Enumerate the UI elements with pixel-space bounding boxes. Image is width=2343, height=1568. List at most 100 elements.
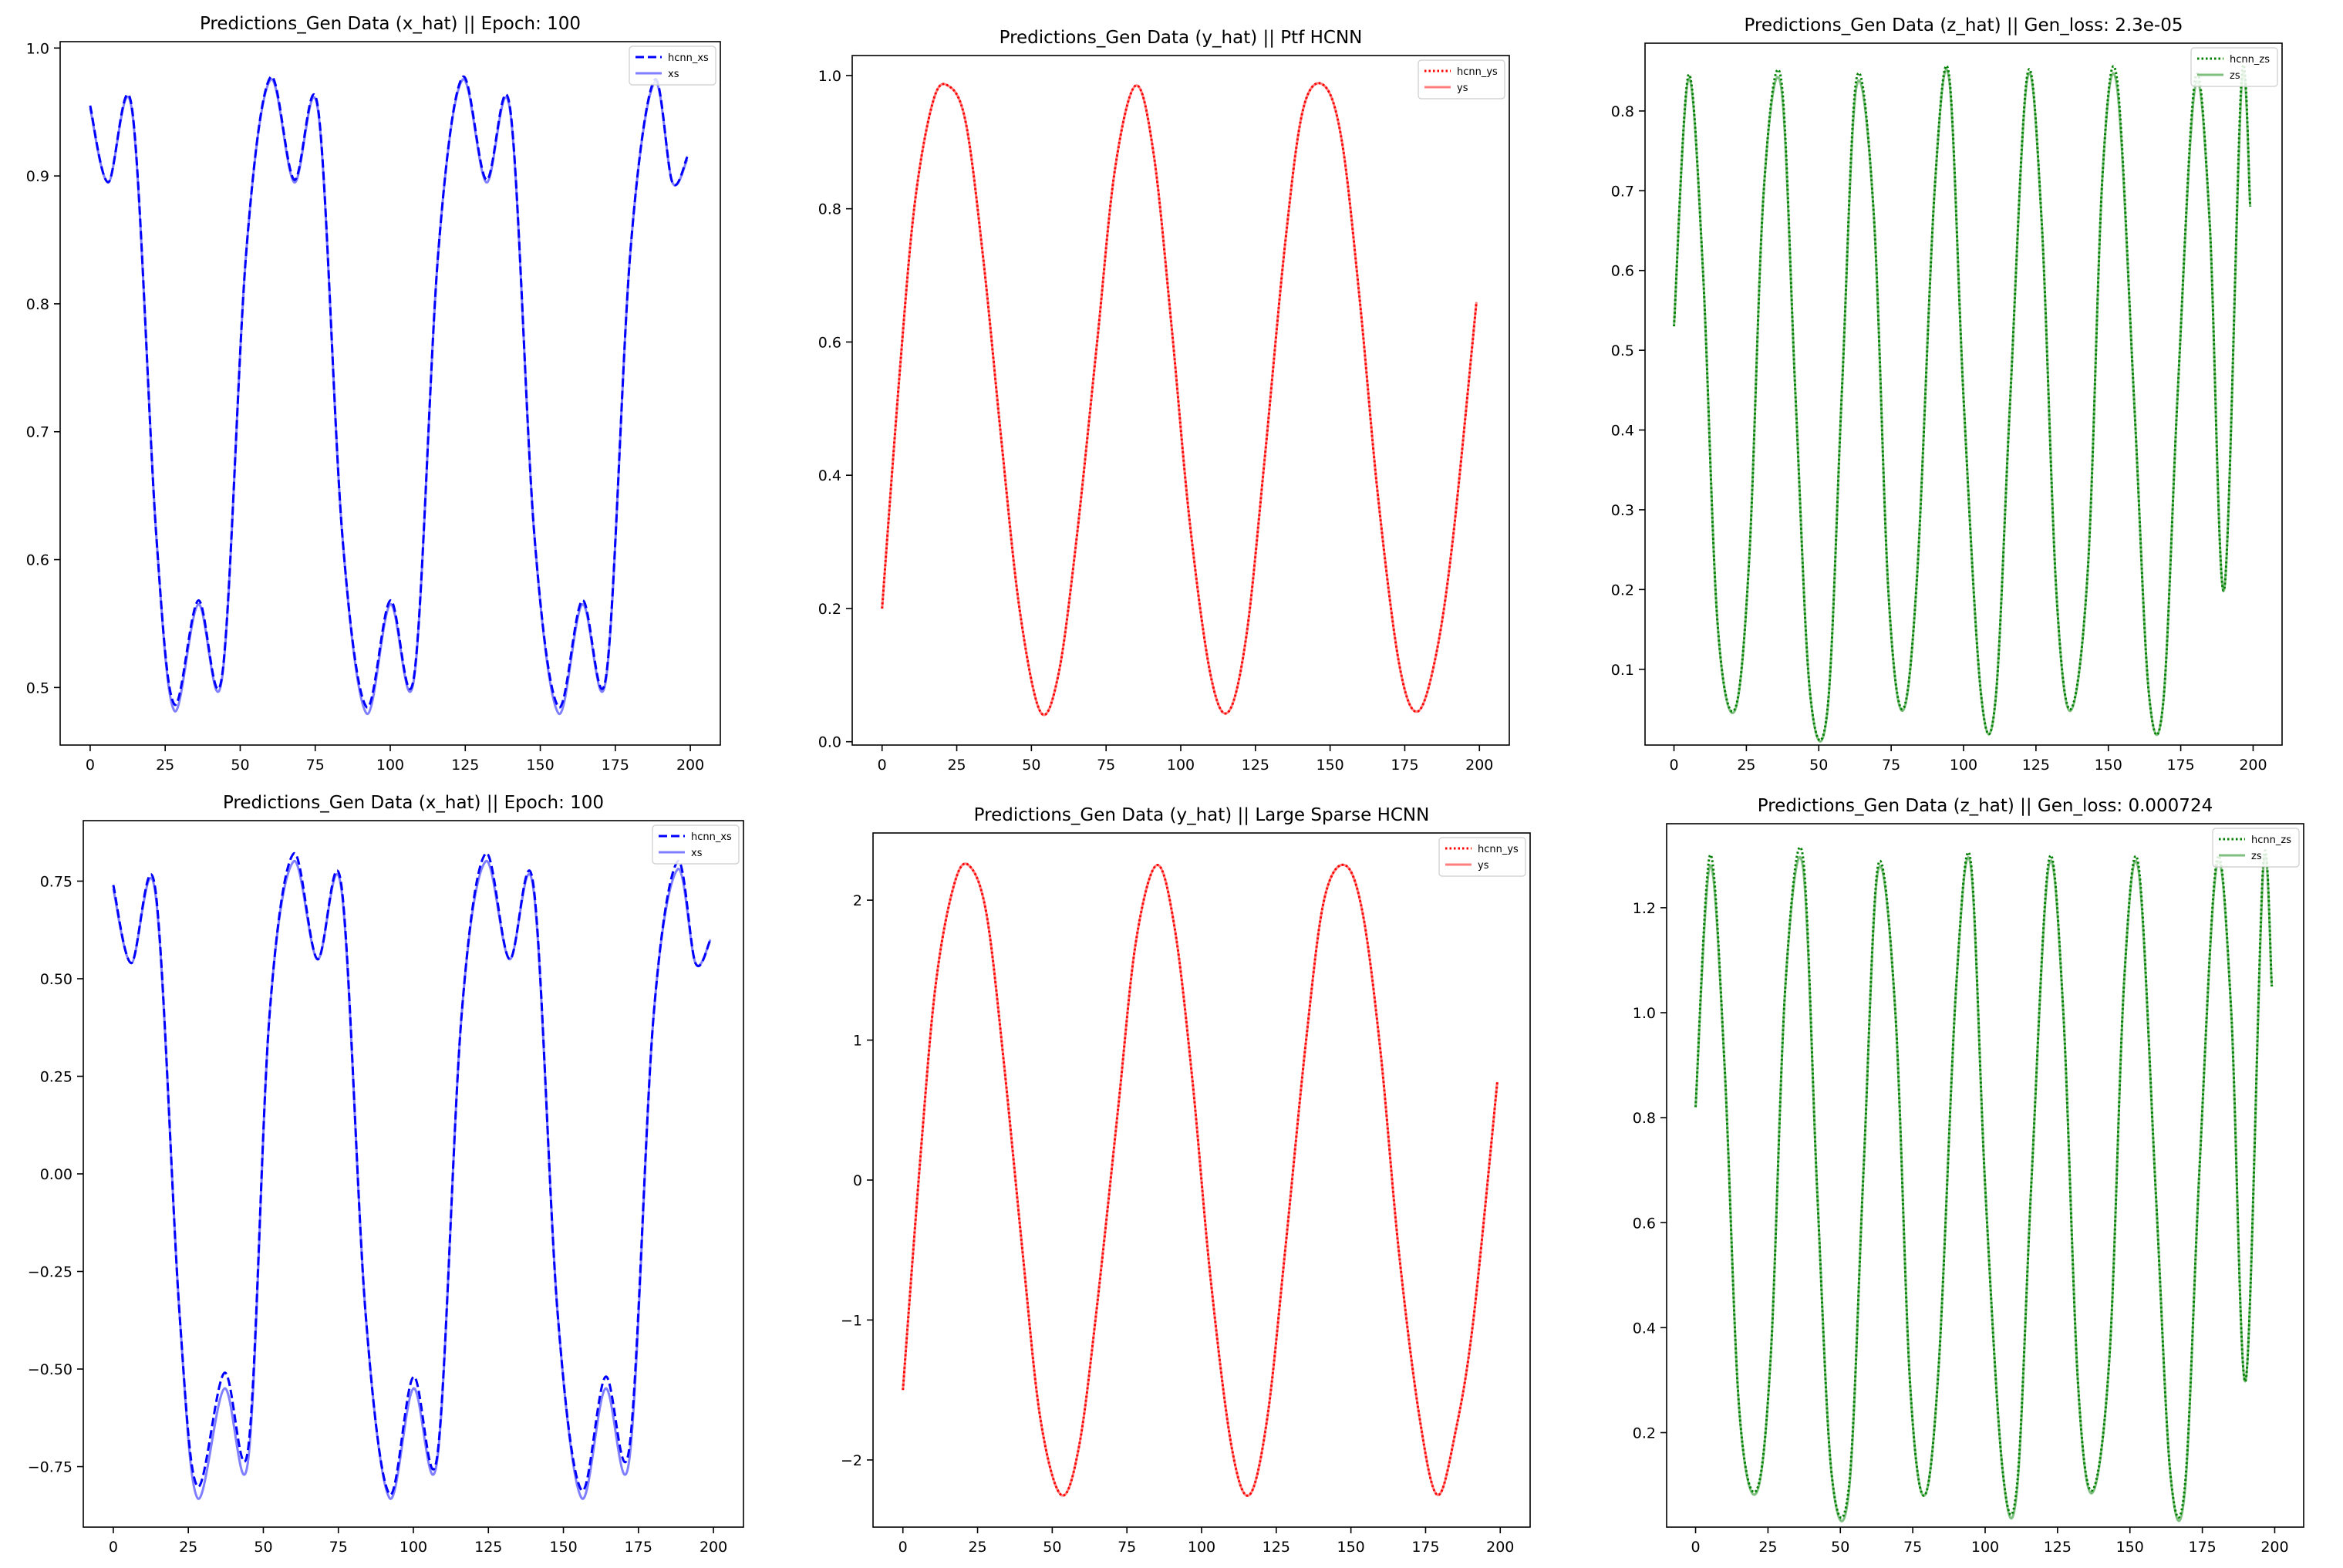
series-line-ys	[881, 82, 1478, 717]
subplot-title: Predictions_Gen Data (z_hat) || Gen_loss…	[1745, 15, 2183, 35]
y-tick-label: 0.4	[1611, 423, 1634, 440]
y-tick-label: 0.50	[40, 971, 72, 988]
y-tick-label: 0.2	[818, 601, 841, 618]
x-tick-label: 50	[1809, 757, 1828, 774]
x-tick-label: 75	[1903, 1539, 1922, 1556]
subplot-4: Predictions_Gen Data (x_hat) || Epoch: 1…	[28, 793, 744, 1556]
legend-frame	[1418, 59, 1505, 99]
x-tick-label: 200	[2260, 1539, 2288, 1556]
legend-frame	[2212, 828, 2300, 868]
y-tick-label: 0.2	[1611, 582, 1634, 599]
legend-label: zs	[2251, 851, 2262, 862]
series-line-xs	[89, 78, 689, 715]
y-tick-label: 0.6	[1633, 1215, 1656, 1232]
x-tick-label: 0	[898, 1539, 908, 1556]
x-tick-label: 50	[1022, 757, 1040, 774]
legend-label: hcnn_zs	[2230, 54, 2270, 66]
y-tick-label: 0.00	[40, 1166, 72, 1183]
subplot-5: Predictions_Gen Data (y_hat) || Large Sp…	[841, 805, 1531, 1556]
y-tick-label: 0.75	[40, 873, 72, 890]
legend-label: ys	[1457, 83, 1468, 94]
x-tick-label: 150	[2095, 757, 2122, 774]
subplot-1: Predictions_Gen Data (x_hat) || Epoch: 1…	[26, 14, 721, 774]
y-tick-label: 0.3	[1611, 502, 1634, 519]
y-tick-label: 0.1	[1611, 662, 1634, 679]
y-tick-label: 2	[853, 892, 862, 909]
y-tick-label: 0.8	[1611, 103, 1634, 120]
x-tick-label: 125	[1242, 757, 1269, 774]
y-tick-label: −0.50	[28, 1361, 72, 1378]
y-tick-label: 0	[853, 1172, 862, 1189]
axes-frame	[872, 832, 1531, 1528]
x-tick-label: 175	[2188, 1539, 2216, 1556]
x-tick-label: 0	[86, 757, 95, 774]
x-tick-label: 175	[625, 1539, 652, 1556]
y-tick-label: 1.0	[1633, 1005, 1656, 1022]
y-tick-label: 0.4	[1633, 1320, 1656, 1337]
y-tick-label: 1.0	[818, 68, 841, 85]
series-line-zs	[1673, 68, 2252, 743]
x-tick-label: 175	[602, 757, 629, 774]
axes-frame	[59, 41, 721, 746]
y-tick-label: 0.25	[40, 1068, 72, 1085]
subplot-2: Predictions_Gen Data (y_hat) || Ptf HCNN…	[818, 28, 1510, 774]
legend-label: hcnn_zs	[2251, 835, 2291, 846]
legend-frame	[2190, 47, 2278, 87]
x-tick-label: 200	[1486, 1539, 1514, 1556]
y-tick-label: 0.5	[26, 679, 49, 696]
subplot-title: Predictions_Gen Data (x_hat) || Epoch: 1…	[223, 793, 604, 813]
x-tick-label: 0	[1691, 1539, 1700, 1556]
x-tick-label: 100	[1167, 757, 1195, 774]
y-tick-label: −1	[841, 1312, 862, 1329]
x-tick-label: 125	[2022, 757, 2050, 774]
x-tick-label: 175	[2166, 757, 2194, 774]
legend-label: hcnn_ys	[1478, 844, 1519, 855]
x-tick-label: 75	[1097, 757, 1115, 774]
y-tick-label: 1.2	[1633, 900, 1656, 917]
x-tick-label: 125	[451, 757, 479, 774]
subplot-title: Predictions_Gen Data (y_hat) || Ptf HCNN	[1000, 28, 1363, 48]
y-tick-label: 0.6	[1611, 263, 1634, 280]
x-tick-label: 200	[2239, 757, 2267, 774]
axes-frame	[1666, 823, 2304, 1528]
x-tick-label: 50	[1831, 1539, 1849, 1556]
legend-label: xs	[668, 69, 679, 80]
x-tick-label: 25	[1758, 1539, 1777, 1556]
y-tick-label: −2	[841, 1452, 862, 1469]
y-tick-label: 0.4	[818, 467, 841, 484]
x-tick-label: 100	[399, 1539, 427, 1556]
legend-label: xs	[691, 848, 703, 859]
y-tick-label: 0.6	[818, 334, 841, 351]
x-tick-label: 75	[306, 757, 325, 774]
y-tick-label: 0.7	[26, 424, 49, 441]
x-tick-label: 50	[1043, 1539, 1061, 1556]
x-tick-label: 25	[156, 757, 174, 774]
x-tick-label: 0	[1669, 757, 1678, 774]
axes-frame	[1644, 42, 2283, 746]
x-tick-label: 0	[109, 1539, 118, 1556]
y-tick-label: 0.6	[26, 552, 49, 569]
series-line-hcnn_xs	[89, 75, 689, 709]
series-line-hcnn_zs	[1694, 846, 2274, 1519]
x-tick-label: 25	[1737, 757, 1755, 774]
y-tick-label: 0.8	[818, 201, 841, 218]
x-tick-label: 100	[1188, 1539, 1215, 1556]
x-tick-label: 75	[1118, 1539, 1136, 1556]
series-line-ys	[902, 862, 1499, 1497]
x-tick-label: 125	[2044, 1539, 2072, 1556]
x-tick-label: 150	[1337, 1539, 1365, 1556]
legend-label: hcnn_xs	[691, 831, 732, 843]
subplot-6: Predictions_Gen Data (z_hat) || Gen_loss…	[1633, 796, 2304, 1556]
subplot-3: Predictions_Gen Data (z_hat) || Gen_loss…	[1611, 15, 2283, 774]
x-tick-label: 150	[1316, 757, 1344, 774]
y-tick-label: 1	[853, 1033, 862, 1050]
x-tick-label: 100	[1971, 1539, 1999, 1556]
y-tick-label: 0.0	[818, 734, 841, 751]
y-tick-label: 0.9	[26, 168, 49, 185]
x-tick-label: 100	[1950, 757, 1977, 774]
